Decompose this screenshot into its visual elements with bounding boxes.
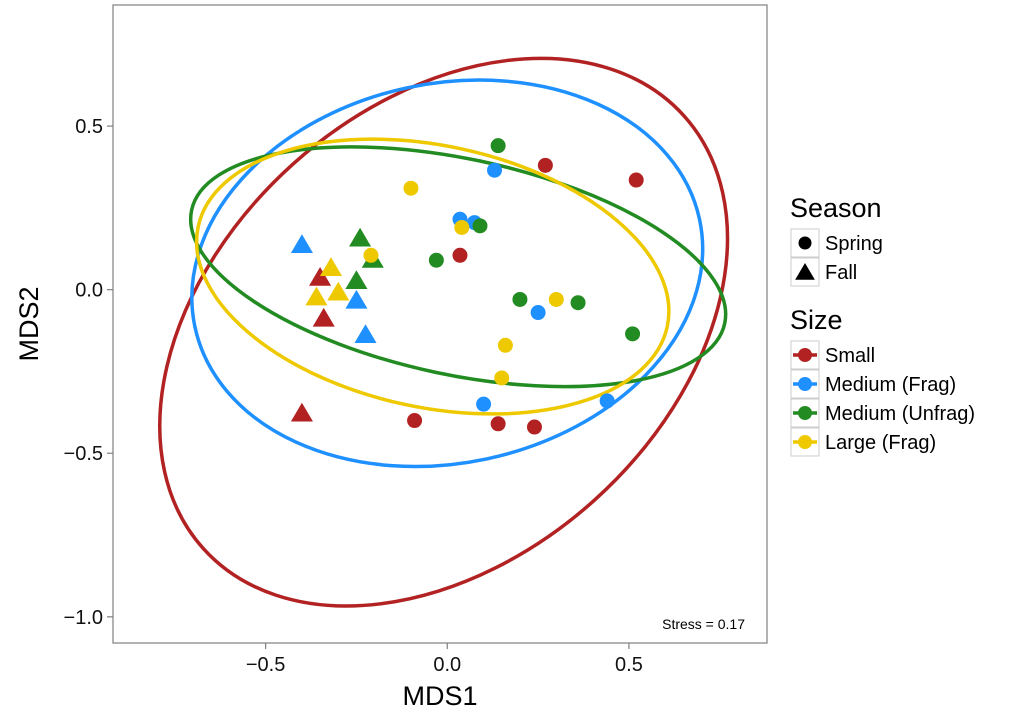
legend-item-spring: Spring — [790, 228, 883, 258]
x-axis: −0.5 0.0 0.5 — [246, 643, 643, 676]
point-small-spring — [407, 413, 423, 429]
x-tick-label: −0.5 — [246, 654, 285, 676]
point-medium-unfrag-fall — [345, 270, 368, 290]
point-medium-unfrag-spring — [490, 138, 506, 154]
legend-label: Small — [825, 345, 875, 367]
point-medium-frag-fall — [290, 234, 313, 254]
x-tick-label: 0.5 — [615, 654, 643, 676]
point-large-frag-spring — [494, 370, 510, 386]
legend-label: Medium (Frag) — [825, 374, 956, 396]
point-layer — [290, 138, 644, 435]
point-medium-unfrag-spring — [570, 295, 586, 311]
point-large-frag-spring — [363, 247, 379, 263]
point-medium-unfrag-fall — [349, 227, 372, 247]
y-tick-label: −1.0 — [64, 607, 103, 629]
confidence-ellipse-large-frag — [194, 137, 671, 416]
point-large-frag-fall — [319, 257, 343, 276]
y-tick-label: −0.5 — [64, 443, 103, 465]
ellipse-layer — [158, 56, 730, 608]
legend-dot-symbol — [798, 406, 812, 420]
legend-label: Spring — [825, 233, 883, 255]
confidence-ellipse-medium-unfrag — [188, 145, 728, 389]
point-small-fall — [309, 267, 332, 286]
legend-label: Large (Frag) — [825, 432, 936, 454]
y-tick-label: 0.0 — [75, 280, 103, 302]
legend-item-large-frag: Large (Frag) — [790, 427, 936, 457]
y-axis-title: MDS2 — [14, 286, 44, 361]
legend-title-season: Season — [790, 193, 882, 223]
point-medium-unfrag-spring — [625, 326, 641, 342]
point-small-spring — [628, 172, 644, 188]
point-large-frag-fall — [305, 286, 328, 306]
legend-label: Medium (Unfrag) — [825, 403, 975, 425]
point-large-frag-spring — [548, 291, 564, 307]
point-medium-unfrag-spring — [512, 291, 528, 307]
stress-annotation: Stress = 0.17 — [662, 616, 745, 632]
legend-item-medium-frag: Medium (Frag) — [790, 369, 956, 399]
legend-item-medium-unfrag: Medium (Unfrag) — [790, 398, 975, 428]
confidence-ellipse-small — [158, 56, 730, 608]
point-small-spring — [537, 157, 553, 173]
point-medium-frag-fall — [345, 289, 368, 309]
point-large-frag-spring — [497, 337, 513, 353]
legend-triangle-symbol — [795, 262, 815, 280]
point-medium-frag-spring — [530, 305, 546, 321]
point-medium-unfrag-spring — [472, 218, 488, 234]
legend-title-size: Size — [790, 305, 843, 335]
legend-item-small: Small — [790, 340, 875, 370]
point-large-frag-spring — [403, 180, 419, 196]
legend-circle-symbol — [798, 236, 812, 250]
y-tick-label: 0.5 — [75, 116, 103, 138]
point-medium-frag-spring — [487, 162, 502, 178]
legend-dot-symbol — [798, 377, 812, 391]
legend-dot-symbol — [798, 348, 812, 362]
confidence-ellipse-medium-frag — [190, 78, 705, 469]
legend-label: Fall — [825, 262, 857, 284]
x-tick-label: 0.0 — [433, 654, 461, 676]
point-medium-frag-spring — [599, 393, 615, 409]
point-small-spring — [526, 419, 542, 435]
y-axis: −1.0 −0.5 0.0 0.5 — [64, 116, 113, 629]
point-small-spring — [452, 247, 468, 263]
point-medium-frag-fall — [354, 324, 377, 344]
point-large-frag-fall — [327, 281, 350, 301]
point-small-fall — [290, 402, 313, 422]
plot-panel-border — [112, 4, 768, 644]
point-small-spring — [490, 416, 506, 432]
x-axis-title: MDS1 — [402, 681, 477, 711]
legend-item-fall: Fall — [790, 257, 857, 287]
point-medium-unfrag-spring — [428, 252, 444, 268]
legend-dot-symbol — [798, 435, 812, 449]
legend-key-box — [790, 257, 820, 287]
legend-season: Season Spring Fall — [790, 193, 883, 287]
point-large-frag-spring — [454, 219, 470, 235]
point-medium-frag-spring — [476, 396, 492, 412]
legend-size: Size Small Medium (Frag) Medium (Unfrag) Lar… — [790, 305, 975, 457]
point-small-fall — [312, 307, 335, 327]
